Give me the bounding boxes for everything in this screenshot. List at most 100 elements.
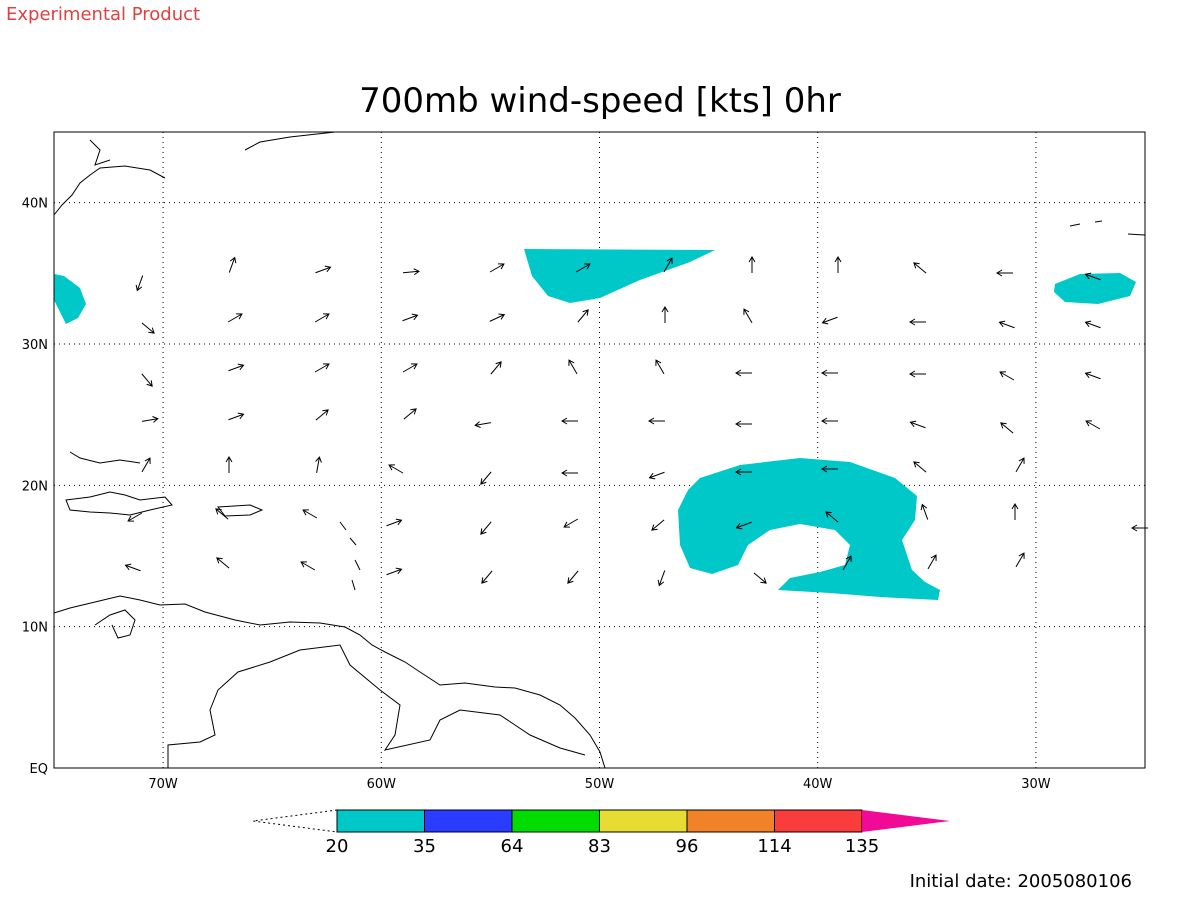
wind-arrow xyxy=(663,257,673,273)
wind-arrow xyxy=(315,265,332,274)
wind-arrow xyxy=(402,268,420,276)
wind-arrow xyxy=(216,557,230,569)
wind-arrow xyxy=(1084,320,1101,329)
wind-arrow xyxy=(753,572,767,584)
wind-arrow xyxy=(834,256,842,273)
wind-arrow xyxy=(228,363,245,372)
wind-arrow xyxy=(228,412,245,421)
colorbar-box xyxy=(599,809,688,833)
shaded-area xyxy=(1054,273,1136,304)
wind-arrow xyxy=(1131,524,1148,532)
wind-arrow xyxy=(315,409,329,421)
initial-date: Initial date: 2005080106 xyxy=(910,871,1132,892)
wind-arrow xyxy=(141,322,155,334)
wind-arrow xyxy=(842,555,852,571)
coastline xyxy=(94,609,586,768)
wind-arrow xyxy=(996,269,1013,277)
wind-arrow xyxy=(228,256,237,273)
wind-arrow xyxy=(998,320,1015,329)
wind-arrow xyxy=(300,561,316,571)
colorbar-under xyxy=(252,809,338,833)
colorbar-label: 35 xyxy=(413,836,436,857)
shaded-area xyxy=(524,249,715,303)
wind-arrow xyxy=(913,262,927,274)
lon-label: 60W xyxy=(367,777,397,792)
wind-arrow xyxy=(561,469,578,477)
wind-arrow xyxy=(913,461,927,473)
wind-arrow xyxy=(403,408,417,420)
wind-arrow xyxy=(481,570,493,584)
wind-arrow xyxy=(748,256,756,273)
wind-arrow xyxy=(141,457,151,473)
wind-arrow xyxy=(489,313,506,322)
shaded-area xyxy=(678,458,940,600)
lat-label: 10N xyxy=(22,621,48,636)
wind-arrow xyxy=(1015,552,1025,568)
wind-arrow xyxy=(735,369,752,377)
wind-arrow xyxy=(474,421,491,428)
wind-arrow xyxy=(142,416,159,423)
wind-arrow xyxy=(568,359,578,375)
lon-label: 40W xyxy=(803,777,833,792)
wind-arrow xyxy=(567,570,579,584)
lat-label: 40N xyxy=(22,197,48,212)
colorbar-label: 114 xyxy=(757,836,791,857)
wind-arrow xyxy=(1085,420,1101,430)
wind-arrows xyxy=(124,256,1148,587)
colorbar-over xyxy=(862,810,950,832)
wind-arrow xyxy=(1000,422,1014,434)
wind-arrow xyxy=(315,456,322,473)
coastline xyxy=(53,131,1146,236)
wind-arrow xyxy=(388,464,404,474)
wind-arrow xyxy=(314,363,330,373)
wind-arrow xyxy=(314,313,330,323)
axis-labels: 70W 60W 50W 40W 30W EQ 10N 20N 30N 40N xyxy=(22,197,1051,792)
colorbar-label: 20 xyxy=(326,836,349,857)
wind-arrow xyxy=(735,420,752,428)
wind-arrow xyxy=(657,570,666,587)
wind-arrow xyxy=(909,318,926,326)
wind-arrow xyxy=(577,309,589,323)
lat-label: EQ xyxy=(30,762,48,777)
lon-label: 50W xyxy=(585,777,615,792)
shaded-area xyxy=(54,274,86,324)
wind-arrow xyxy=(661,306,669,323)
wind-arrow xyxy=(909,370,926,378)
wind-arrow xyxy=(920,503,929,520)
wind-arrow xyxy=(909,420,926,429)
wind-arrow xyxy=(575,263,591,273)
wind-arrow xyxy=(825,511,839,523)
wind-arrow xyxy=(648,471,665,480)
wind-arrow xyxy=(735,468,752,476)
colorbar-label: 135 xyxy=(845,836,879,857)
wind-arrow xyxy=(227,313,243,323)
colorbar-box xyxy=(336,809,425,833)
wind-arrow xyxy=(480,521,492,535)
coastline xyxy=(65,451,361,591)
wind-arrow xyxy=(1084,272,1101,281)
coastlines xyxy=(53,131,1146,769)
wind-arrow xyxy=(127,512,143,522)
wind-arrow xyxy=(999,371,1015,381)
wind-arrow xyxy=(124,563,141,572)
wind-arrow xyxy=(743,308,753,324)
wind-arrow xyxy=(141,373,153,387)
wind-arrow xyxy=(651,519,665,531)
wind-arrow xyxy=(225,456,233,473)
wind-arrow xyxy=(1011,503,1019,520)
wind-arrow xyxy=(655,359,665,375)
colorbar-label: 96 xyxy=(676,836,699,857)
wind-arrow xyxy=(135,275,144,292)
wind-arrow xyxy=(489,263,505,273)
colorbar-box xyxy=(686,809,775,833)
wind-arrow xyxy=(821,316,838,325)
colorbar-label: 64 xyxy=(501,836,524,857)
colorbar-box xyxy=(424,809,513,833)
lat-label: 30N xyxy=(22,338,48,353)
wind-arrow xyxy=(648,417,665,425)
map-title: 700mb wind-speed [kts] 0hr xyxy=(359,81,841,121)
wind-arrow xyxy=(386,518,403,527)
wind-shading xyxy=(54,249,1136,600)
grid xyxy=(54,132,1145,768)
